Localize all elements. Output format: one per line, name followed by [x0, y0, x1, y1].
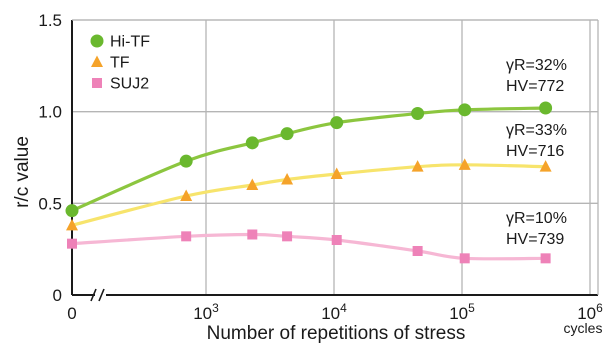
series-line-suj2 [70, 232, 548, 261]
data-point-tf [281, 173, 294, 185]
annotation-hv-hi-tf: HV=772 [506, 78, 564, 95]
data-point-suj2 [331, 235, 342, 245]
series-markers [65, 101, 553, 264]
annotations: γR=32% HV=772 γR=33% HV=716 γR=10% HV=739 [506, 57, 567, 248]
data-point-hi-tf [280, 127, 294, 141]
data-point-hi-tf [539, 101, 553, 115]
y-tick-label: 1.0 [38, 103, 62, 122]
legend-marker-suj2 [92, 78, 102, 88]
x-tick-exponent: 3 [212, 301, 219, 315]
data-point-tf [458, 158, 471, 170]
y-tick-label: 0.5 [38, 194, 62, 213]
legend: Hi-TF TF SUJ2 [86, 28, 172, 102]
series-lines [70, 106, 548, 261]
data-point-suj2 [412, 246, 423, 256]
data-point-suj2 [247, 229, 258, 240]
data-point-suj2 [282, 231, 293, 242]
legend-label-hi-tf: Hi-TF [110, 34, 150, 51]
axes [71, 19, 599, 302]
data-point-tf [539, 160, 552, 172]
data-point-suj2 [181, 231, 192, 242]
legend-marker-tf [91, 55, 103, 67]
legend-label-suj2: SUJ2 [110, 76, 149, 93]
axis-break-mark [90, 288, 105, 302]
x-tick-label: 0 [67, 304, 76, 323]
data-point-hi-tf [411, 107, 425, 120]
x-tick-label: 104 [321, 301, 347, 323]
series-line-tf [70, 163, 548, 227]
x-tick-label: 103 [193, 301, 219, 323]
data-point-hi-tf [330, 116, 344, 130]
data-point-hi-tf [245, 136, 259, 150]
annotation-hv-suj2: HV=739 [506, 231, 564, 248]
data-point-tf [330, 167, 343, 179]
data-point-tf [66, 218, 78, 231]
y-axis-label: r/c value [12, 136, 33, 208]
x-tick-exponent: 5 [468, 301, 475, 315]
x-axis-label: Number of repetitions of stress [207, 323, 466, 344]
x-tick-label: 105 [449, 301, 475, 323]
annotation-gamma-hi-tf: γR=32% [506, 57, 567, 74]
legend-marker-hi-tf [90, 34, 104, 48]
annotation-gamma-suj2: γR=10% [506, 210, 567, 227]
data-point-suj2 [459, 253, 470, 264]
x-tick-exponent: 6 [596, 301, 603, 315]
data-point-tf [180, 189, 193, 201]
y-tick-label: 0 [53, 286, 62, 305]
data-point-hi-tf [458, 103, 472, 117]
series-line-hi-tf [70, 106, 548, 213]
x-axis-unit: cycles [564, 320, 603, 336]
x-tick-exponent: 4 [340, 301, 347, 315]
data-point-tf [246, 178, 259, 190]
annotation-hv-tf: HV=716 [506, 143, 564, 160]
data-point-suj2 [540, 253, 551, 264]
data-point-suj2 [67, 238, 77, 249]
data-point-hi-tf [179, 154, 193, 168]
data-point-tf [411, 160, 424, 172]
annotation-gamma-tf: γR=33% [506, 122, 567, 139]
legend-label-tf: TF [110, 55, 130, 72]
data-point-hi-tf [65, 204, 79, 218]
x-tick-labels: 0 103 104 105 106 [67, 301, 603, 323]
y-tick-labels: 0 0.5 1.0 1.5 [38, 11, 62, 305]
y-tick-label: 1.5 [38, 11, 62, 30]
